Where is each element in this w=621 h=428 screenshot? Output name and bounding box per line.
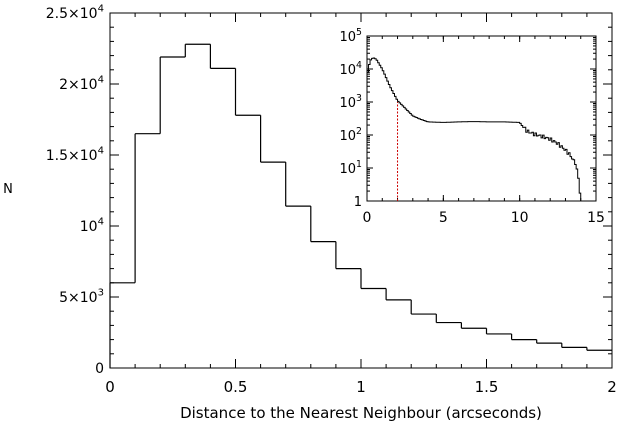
main-x-tick-label: 1 [356,378,366,396]
main-y-tick-label: 0 [95,361,104,377]
main-x-tick-label: 0.5 [224,378,248,396]
x-axis-label: Distance to the Nearest Neighbour (arcse… [180,404,542,422]
inset-y-tick-label: 105 [340,27,363,45]
main-histogram-plot: 0 0.5 1 1.5 2 0 5×103 104 1.5×104 2×104 2.5×104 [46,4,617,396]
inset-x-tick-label: 0 [363,210,372,226]
main-x-tick-label: 1.5 [475,378,499,396]
inset-histogram-line [366,57,582,201]
inset-y-tick-label: 104 [340,60,363,78]
main-y-tick-label: 2.5×104 [46,4,104,22]
y-axis-label: N [3,182,13,197]
inset-log-histogram-plot: 0 5 10 15 1 101 102 103 104 105 [340,27,605,226]
inset-x-tick-label: 10 [511,210,529,226]
inset-x-tick-label: 5 [439,210,448,226]
inset-y-tick-label: 1 [354,195,362,210]
main-y-tick-label: 104 [80,217,104,235]
inset-y-tick-label: 103 [340,93,363,111]
main-x-tick-label: 2 [607,378,617,396]
main-y-tick-label: 5×103 [59,288,104,306]
inset-plot-frame [366,35,597,202]
main-x-tick-label: 0 [105,378,115,396]
main-y-tick-label: 1.5×104 [46,146,104,164]
main-y-tick-label: 2×104 [59,75,104,93]
inset-x-tick-label: 15 [587,210,605,226]
inset-y-tick-label: 102 [340,126,363,144]
inset-y-tick-label: 101 [340,159,363,177]
